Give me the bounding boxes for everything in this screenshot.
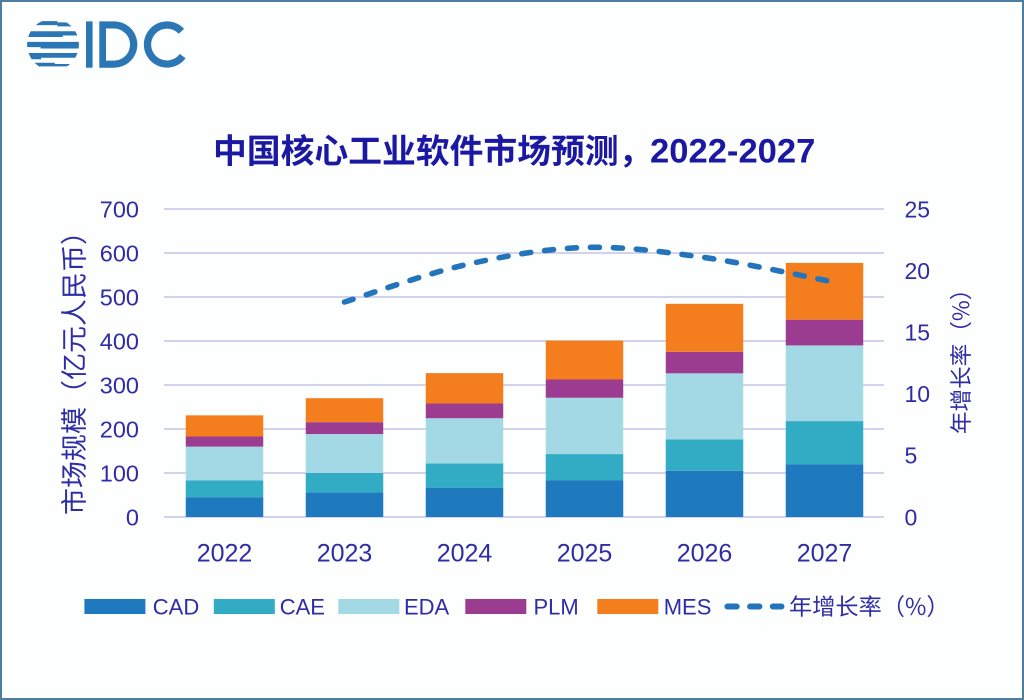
svg-text:100: 100 — [100, 460, 139, 486]
svg-text:5: 5 — [905, 443, 918, 469]
svg-text:0: 0 — [126, 504, 139, 530]
svg-text:2022: 2022 — [197, 540, 253, 568]
svg-text:25: 25 — [905, 196, 931, 222]
svg-text:2024: 2024 — [437, 540, 493, 568]
svg-text:700: 700 — [100, 196, 139, 222]
svg-text:2022-2027: 2022-2027 — [650, 133, 815, 171]
svg-text:2025: 2025 — [557, 540, 613, 568]
svg-text:20: 20 — [905, 258, 931, 284]
svg-text:300: 300 — [100, 372, 139, 398]
svg-text:2027: 2027 — [797, 540, 853, 568]
svg-text:400: 400 — [100, 328, 139, 354]
svg-text:CAD: CAD — [153, 595, 199, 620]
svg-text:600: 600 — [100, 240, 139, 266]
svg-text:2023: 2023 — [317, 540, 373, 568]
svg-text:MES: MES — [664, 595, 712, 620]
svg-text:2026: 2026 — [677, 540, 733, 568]
svg-text:PLM: PLM — [534, 595, 579, 620]
svg-text:10: 10 — [905, 381, 931, 407]
svg-text:EDA: EDA — [404, 595, 450, 620]
svg-text:500: 500 — [100, 284, 139, 310]
svg-text:0: 0 — [905, 504, 918, 530]
svg-text:15: 15 — [905, 320, 931, 346]
svg-text:CAE: CAE — [280, 595, 325, 620]
svg-text:200: 200 — [100, 416, 139, 442]
